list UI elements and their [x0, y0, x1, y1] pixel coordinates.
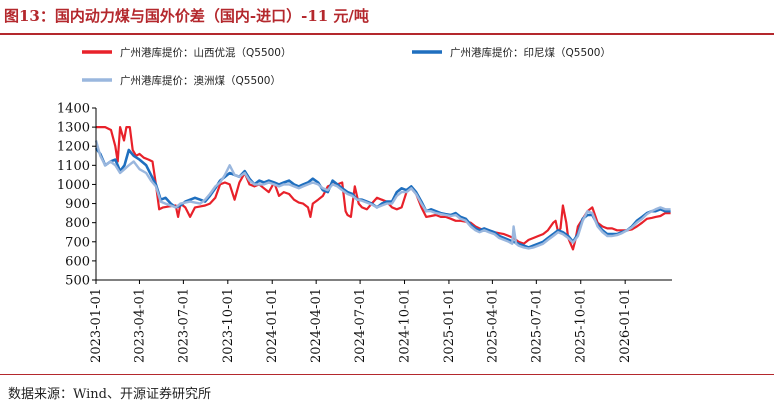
y-tick-label: 1400 [57, 102, 90, 117]
figure-title: 图13：国内动力煤与国外价差（国内-进口）-11 元/吨 [4, 7, 369, 25]
chart-legend: 广州港库提价：山西优混（Q5500） 广州港库提价：印尼煤（Q5500） 广州港库提… [82, 46, 611, 87]
x-tick-label: 2025-01-01 [442, 288, 457, 363]
x-tick-label: 2025-07-01 [529, 288, 544, 363]
legend-label: 广州港库提价：澳洲煤（Q5500） [120, 74, 281, 87]
y-tick-label: 500 [65, 274, 90, 289]
y-tick-label: 600 [65, 254, 90, 269]
series-line-1 [96, 126, 671, 251]
x-tick-label: 2023-01-01 [89, 288, 104, 363]
footer-rule [0, 374, 774, 375]
title-rule [0, 33, 774, 35]
y-tick-label: 1100 [57, 159, 90, 174]
line-chart: 广州港库提价：山西优混（Q5500） 广州港库提价：印尼煤（Q5500） 广州港库提… [57, 46, 672, 363]
y-tick-label: 1000 [57, 178, 90, 193]
source-note: 数据来源：Wind、开源证券研究所 [8, 387, 211, 402]
legend-label: 广州港库提价：山西优混（Q5500） [120, 46, 292, 59]
x-tick-label: 2025-04-01 [485, 288, 500, 363]
y-tick-label: 700 [65, 235, 90, 250]
y-tick-label: 1200 [57, 140, 90, 155]
legend-label: 广州港库提价：印尼煤（Q5500） [450, 46, 611, 59]
x-tick-label: 2024-01-01 [265, 288, 280, 363]
x-tick-label: 2026-01-01 [618, 288, 633, 363]
series-line-3 [94, 140, 671, 250]
y-tick-label: 800 [65, 216, 90, 231]
series-line-2 [94, 147, 671, 249]
x-tick-label: 2024-07-01 [353, 288, 368, 363]
x-tick-label: 2023-07-01 [176, 288, 191, 363]
x-tick-label: 2024-10-01 [398, 288, 413, 363]
x-tick-label: 2023-04-01 [132, 288, 147, 363]
y-tick-label: 1300 [57, 121, 90, 136]
x-tick-label: 2024-04-01 [309, 288, 324, 363]
series-layer [94, 126, 671, 251]
x-tick-label: 2025-10-01 [574, 288, 589, 363]
axes-layer: 500 600 700 800 900 1000 1100 1200 1300 1400 2023-… [57, 102, 672, 363]
y-tick-label: 900 [65, 197, 90, 212]
x-tick-label: 2023-10-01 [221, 288, 236, 363]
